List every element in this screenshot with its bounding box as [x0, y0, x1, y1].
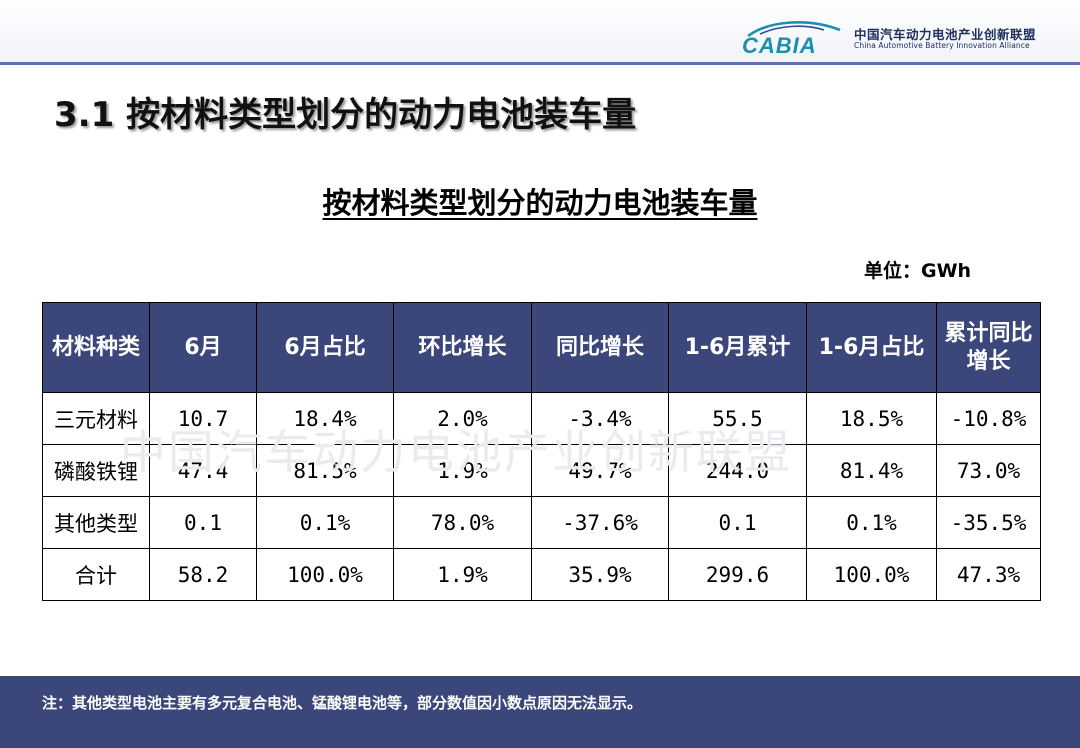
- cell-ytd-total: 0.1: [668, 496, 807, 549]
- cell-ytd-total: 299.6: [668, 548, 807, 601]
- cell-june-share: 81.5%: [256, 444, 394, 497]
- unit-label: 单位：GWh: [864, 260, 972, 282]
- header-ytd-total: 1-6月累计: [668, 302, 807, 393]
- table-title-text: 按材料类型划分的动力电池装车量: [322, 186, 758, 220]
- cell-ytd-total: 55.5: [668, 392, 807, 445]
- data-table: 材料种类 6月 6月占比 环比增长 同比增长 1-6月累计 1-6月占比 累计同…: [42, 302, 1041, 601]
- cell-mom-growth: 1.9%: [393, 444, 532, 497]
- cell-mom-growth: 78.0%: [393, 496, 532, 549]
- cell-yoy-growth: -3.4%: [531, 392, 669, 445]
- footer-note: 注：其他类型电池主要有多元复合电池、锰酸锂电池等，部分数值因小数点原因无法显示。: [42, 694, 643, 712]
- cell-june: 10.7: [149, 392, 257, 445]
- cell-ytd-share: 100.0%: [806, 548, 937, 601]
- cabia-logo: CABIA 中国汽车动力电池产业创新联盟 China Automotive Ba…: [740, 16, 1040, 56]
- table-row: 三元材料 10.7 18.4% 2.0% -3.4% 55.5 18.5% -1…: [42, 392, 1041, 445]
- logo-mark-text: CABIA: [742, 33, 817, 56]
- header-june: 6月: [149, 302, 257, 393]
- cell-ytd-total: 244.0: [668, 444, 807, 497]
- cell-material: 磷酸铁锂: [42, 444, 150, 497]
- cell-ytd-share: 81.4%: [806, 444, 937, 497]
- cell-june: 58.2: [149, 548, 257, 601]
- table-row: 磷酸铁锂 47.4 81.5% 1.9% 49.7% 244.0 81.4% 7…: [42, 444, 1041, 497]
- cell-ytd-yoy-growth: 47.3%: [936, 548, 1041, 601]
- cabia-logo-mark: CABIA: [742, 21, 841, 56]
- cell-yoy-growth: 35.9%: [531, 548, 669, 601]
- page-title: 3.1 按材料类型划分的动力电池装车量: [54, 95, 637, 135]
- cell-june-share: 100.0%: [256, 548, 394, 601]
- header-band: [0, 0, 1080, 62]
- footer-band: 注：其他类型电池主要有多元复合电池、锰酸锂电池等，部分数值因小数点原因无法显示。: [0, 676, 1080, 748]
- cell-june: 47.4: [149, 444, 257, 497]
- logo-cn-name: 中国汽车动力电池产业创新联盟: [854, 27, 1037, 42]
- logo-en-name: China Automotive Battery Innovation Alli…: [854, 41, 1030, 50]
- cell-june-share: 0.1%: [256, 496, 394, 549]
- cell-material: 合计: [42, 548, 150, 601]
- cell-ytd-share: 0.1%: [806, 496, 937, 549]
- table-header-row: 材料种类 6月 6月占比 环比增长 同比增长 1-6月累计 1-6月占比 累计同…: [42, 302, 1041, 393]
- header-june-share: 6月占比: [256, 302, 394, 393]
- cell-june: 0.1: [149, 496, 257, 549]
- cell-yoy-growth: 49.7%: [531, 444, 669, 497]
- cell-material: 三元材料: [42, 392, 150, 445]
- cell-material: 其他类型: [42, 496, 150, 549]
- cell-mom-growth: 2.0%: [393, 392, 532, 445]
- header-mom-growth: 环比增长: [393, 302, 532, 393]
- header-rule: [0, 62, 1080, 65]
- table-row-total: 合计 58.2 100.0% 1.9% 35.9% 299.6 100.0% 4…: [42, 548, 1041, 601]
- cell-ytd-share: 18.5%: [806, 392, 937, 445]
- header-ytd-share: 1-6月占比: [806, 302, 937, 393]
- cell-june-share: 18.4%: [256, 392, 394, 445]
- cell-yoy-growth: -37.6%: [531, 496, 669, 549]
- cell-ytd-yoy-growth: 73.0%: [936, 444, 1041, 497]
- cell-mom-growth: 1.9%: [393, 548, 532, 601]
- cell-ytd-yoy-growth: -10.8%: [936, 392, 1041, 445]
- header-yoy-growth: 同比增长: [531, 302, 669, 393]
- table-row: 其他类型 0.1 0.1% 78.0% -37.6% 0.1 0.1% -35.…: [42, 496, 1041, 549]
- table-title: 按材料类型划分的动力电池装车量: [0, 180, 1080, 222]
- header-ytd-yoy-growth: 累计同比增长: [936, 302, 1041, 393]
- cell-ytd-yoy-growth: -35.5%: [936, 496, 1041, 549]
- header-material-type: 材料种类: [42, 302, 150, 393]
